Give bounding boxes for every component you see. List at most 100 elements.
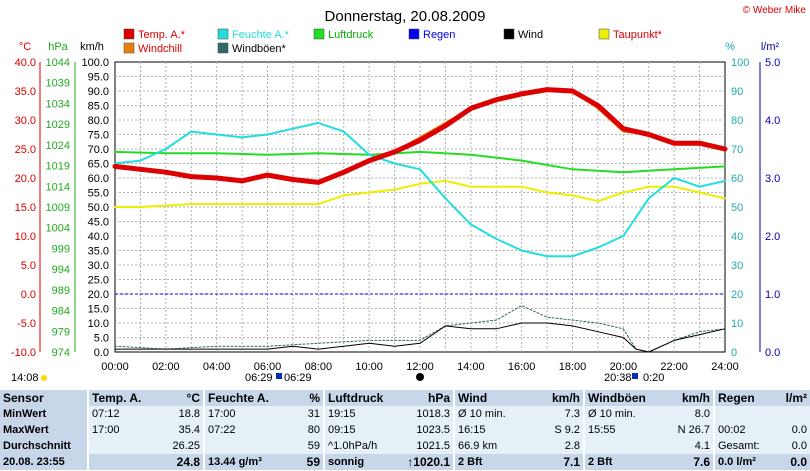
table-header-row: Sensor Temp. A. °C Feuchte A.% Luftdruck hPa W… — [0, 390, 810, 406]
table-cell: 8.0 — [660, 406, 714, 422]
tick-kmh: 95.0 — [88, 72, 109, 84]
legend-swatch-dewpoint — [598, 28, 610, 40]
legend-label-humidity: Feuchte A.* — [232, 29, 290, 41]
tick-kmh: 55.0 — [88, 188, 109, 200]
tick-hpa: 979 — [52, 326, 70, 338]
tick-kmh: 0.0 — [94, 347, 109, 359]
sunset-icon — [632, 373, 638, 379]
legend-swatch-temp — [123, 28, 135, 40]
credit-text[interactable]: © Weber Mike — [743, 5, 807, 16]
tick-temp: 30.0 — [15, 115, 36, 127]
tick-pct: 40 — [731, 231, 743, 243]
table-cell — [583, 438, 660, 454]
tick-x: 12:00 — [406, 361, 434, 373]
footer-cell: 7.6 — [660, 454, 714, 470]
series-line-temp — [112, 87, 728, 185]
tick-x: 24:00 — [711, 361, 739, 373]
tick-temp: 35.0 — [15, 86, 36, 98]
table-header-cell: hPa — [394, 390, 454, 406]
tick-rain: 5.0 — [765, 57, 780, 69]
legend-label-pressure: Luftdruck — [328, 29, 374, 41]
footer-cell: 7.1 — [530, 454, 584, 470]
tick-x: 06:00 — [254, 361, 282, 373]
legend-swatch-windgust — [217, 42, 229, 54]
tick-x: 00:00 — [101, 361, 129, 373]
tick-x: 14:00 — [457, 361, 485, 373]
tick-hpa: 989 — [52, 285, 70, 297]
legend-swatch-wind — [503, 28, 515, 40]
table-cell: 09:15 — [323, 422, 394, 438]
table-cell: 0.0 — [776, 422, 810, 438]
day-length: 0:20 — [643, 372, 664, 384]
tick-temp: 0.0 — [21, 289, 36, 301]
table-cell: 31 — [274, 406, 324, 422]
table-header-cell: Windböen — [583, 390, 660, 406]
legend-label-windgust: Windböen* — [232, 43, 287, 55]
tick-hpa: 1019 — [46, 161, 70, 173]
series-line-windgust — [114, 305, 726, 353]
footer-cell: 24.8 — [146, 454, 204, 470]
tick-pct: 20 — [731, 289, 743, 301]
tick-rain: 4.0 — [765, 115, 780, 127]
table-cell — [713, 406, 776, 422]
tick-pct: 30 — [731, 260, 743, 272]
tick-hpa: 984 — [52, 306, 70, 318]
table-cell: 17:00 — [203, 406, 274, 422]
tick-hpa: 1044 — [46, 57, 70, 69]
table-cell: 1018.3 — [394, 406, 454, 422]
footer-cell: 2 Bft — [453, 454, 530, 470]
table-cell: S 9.2 — [530, 422, 584, 438]
footer-cell: 0.0 l/m² — [713, 454, 776, 470]
legend-swatch-humidity — [217, 28, 229, 40]
tick-rain: 3.0 — [765, 173, 780, 185]
sunrise-icon — [276, 373, 282, 379]
tick-kmh: 60.0 — [88, 173, 109, 185]
table-header-cell: Luftdruck — [323, 390, 394, 406]
clock-left: 14:08 — [11, 372, 39, 384]
table-header-cell: l/m² — [776, 390, 810, 406]
footer-cell: 2 Bft — [583, 454, 660, 470]
tick-kmh: 70.0 — [88, 144, 109, 156]
tick-hpa: 999 — [52, 243, 70, 255]
tick-kmh: 20.0 — [88, 289, 109, 301]
tick-hpa: 1029 — [46, 119, 70, 131]
tick-temp: 5.0 — [21, 260, 36, 272]
tick-hpa: 1024 — [46, 140, 70, 152]
tick-temp: 20.0 — [15, 173, 36, 185]
grid — [114, 61, 726, 353]
tick-kmh: 40.0 — [88, 231, 109, 243]
sun-icon — [41, 375, 47, 381]
chart-title: Donnerstag, 20.08.2009 — [325, 8, 486, 25]
table-cell — [776, 406, 810, 422]
footer-cell: 13.44 g/m³ — [203, 454, 274, 470]
table-cell: 1023.5 — [394, 422, 454, 438]
table-footer-row: 20.08. 23:55 24.8 13.44 g/m³ 59 sonnig ↑1020.… — [0, 454, 810, 470]
sunrise-time: 06:29 — [245, 372, 273, 384]
legend: Temp. A.* Feuchte A.* Luftdruck Regen Wind Ta… — [123, 28, 663, 55]
footer-cell: 0.0 — [776, 454, 810, 470]
series-line-dewpoint — [114, 179, 726, 208]
tick-x: 22:00 — [660, 361, 688, 373]
table-cell: 2.8 — [530, 438, 584, 454]
tick-kmh: 30.0 — [88, 260, 109, 272]
tick-temp: 15.0 — [15, 202, 36, 214]
table-header-cell: Temp. A. — [87, 390, 146, 406]
footer-cell: 59 — [274, 454, 324, 470]
tick-kmh: 100.0 — [81, 57, 109, 69]
axis-labels: °C hPa km/h% l/m² 40.0 35.0 30.0 25.0 20.0 15.0 10… — [11, 41, 780, 359]
table-cell: 7.3 — [530, 406, 584, 422]
tick-x: 02:00 — [152, 361, 180, 373]
table-header-cell: km/h — [660, 390, 714, 406]
tick-pct: 60 — [731, 173, 743, 185]
table-cell: 0.0 — [776, 438, 810, 454]
series-line-wind — [114, 322, 726, 353]
table-header-cell: km/h — [530, 390, 584, 406]
tick-temp: 25.0 — [15, 144, 36, 156]
footer-label: 20.08. 23:55 — [0, 454, 88, 470]
tick-hpa: 1009 — [46, 202, 70, 214]
table-cell: 59 — [274, 438, 324, 454]
footer-cell: sonnig — [323, 454, 394, 470]
tick-hpa: 994 — [52, 264, 70, 276]
footer-cell: ↑1020.1 — [394, 454, 454, 470]
axis-label-hpa: hPa — [48, 41, 68, 53]
